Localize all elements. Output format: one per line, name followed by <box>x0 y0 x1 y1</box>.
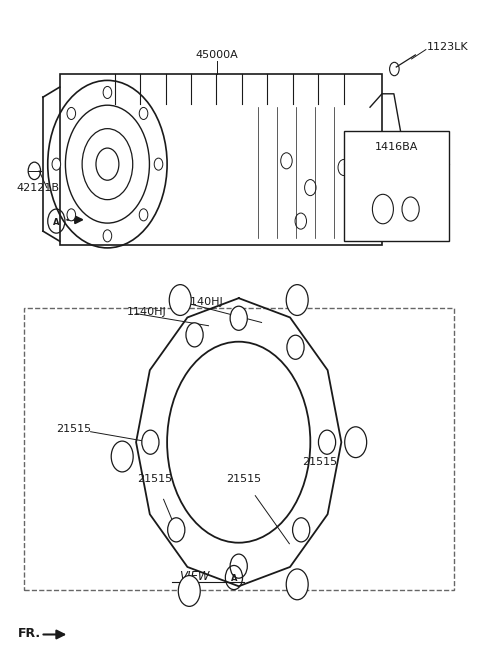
Text: 1140HJ: 1140HJ <box>184 297 224 306</box>
Circle shape <box>103 86 112 98</box>
Text: 21515: 21515 <box>138 474 173 484</box>
Circle shape <box>168 518 185 542</box>
Circle shape <box>154 158 163 170</box>
Circle shape <box>142 430 159 454</box>
Circle shape <box>230 306 247 330</box>
Text: 1123LK: 1123LK <box>427 42 469 52</box>
Circle shape <box>52 158 60 170</box>
Text: VIEW: VIEW <box>180 570 210 583</box>
Text: 21515: 21515 <box>57 424 92 433</box>
Text: 1140HJ: 1140HJ <box>127 307 166 316</box>
Circle shape <box>286 285 308 316</box>
Circle shape <box>186 323 203 347</box>
Text: 21515: 21515 <box>226 474 261 484</box>
Bar <box>24 308 454 590</box>
Circle shape <box>287 335 304 359</box>
Circle shape <box>286 569 308 600</box>
Text: A: A <box>231 574 237 584</box>
Circle shape <box>318 430 336 454</box>
Circle shape <box>67 107 75 119</box>
Circle shape <box>345 427 367 458</box>
Circle shape <box>139 209 148 221</box>
Circle shape <box>103 230 112 242</box>
Circle shape <box>230 554 247 578</box>
Circle shape <box>178 576 200 606</box>
Bar <box>60 74 382 245</box>
Text: FR.: FR. <box>18 626 41 640</box>
Circle shape <box>169 285 191 316</box>
Text: A: A <box>53 218 60 227</box>
Text: 21515: 21515 <box>302 458 337 467</box>
Circle shape <box>111 441 133 472</box>
Bar <box>344 131 449 241</box>
Circle shape <box>67 209 75 221</box>
Circle shape <box>293 518 310 542</box>
Text: 45000A: 45000A <box>196 50 239 60</box>
Circle shape <box>139 107 148 119</box>
Text: 42121B: 42121B <box>17 183 60 192</box>
Text: 1416BA: 1416BA <box>374 143 418 152</box>
